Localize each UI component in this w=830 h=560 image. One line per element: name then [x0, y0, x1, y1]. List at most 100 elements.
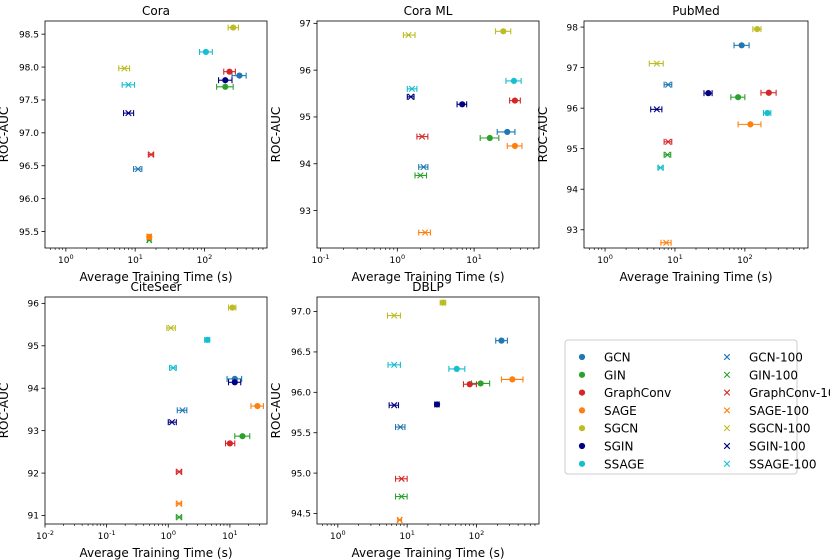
point-sage[interactable] — [500, 376, 524, 383]
legend-item-graphconv-100[interactable]: GraphConv-100 — [723, 386, 830, 400]
point-graphconv[interactable] — [223, 68, 236, 75]
marker-dot — [204, 336, 211, 343]
y-tick-label: 98 — [567, 23, 579, 33]
point-gcn-100[interactable] — [394, 423, 406, 431]
marker-dot — [226, 68, 233, 75]
point-sgin[interactable] — [456, 101, 468, 108]
legend-item-sgin-100[interactable]: SGIN-100 — [723, 440, 806, 454]
marker-cross — [134, 165, 142, 173]
point-gin[interactable] — [234, 433, 251, 440]
point-gin[interactable] — [216, 83, 234, 90]
point-sage-100[interactable] — [418, 229, 431, 236]
point-sage-100[interactable] — [146, 233, 153, 241]
point-sgin[interactable] — [433, 401, 441, 408]
point-gin-100[interactable] — [175, 514, 183, 521]
point-graphconv[interactable] — [224, 440, 236, 447]
point-gcn[interactable] — [733, 42, 750, 49]
legend-item-ssage[interactable]: SSAGE — [578, 457, 644, 471]
legend-item-sgcn[interactable]: SGCN — [578, 422, 638, 436]
point-ssage-100[interactable] — [121, 81, 136, 89]
point-ssage[interactable] — [204, 336, 211, 343]
marker-cross — [390, 361, 398, 369]
point-gin-100[interactable] — [414, 172, 428, 179]
legend-item-graphconv[interactable]: GraphConv — [578, 386, 671, 400]
point-sgcn[interactable] — [439, 299, 447, 306]
point-sgin[interactable] — [227, 379, 242, 386]
point-gcn-100[interactable] — [133, 165, 143, 173]
point-gcn-100[interactable] — [176, 407, 188, 414]
x-tick-label-exponent: -1 — [323, 253, 329, 261]
point-sgin[interactable] — [703, 90, 713, 97]
legend-item-gin-100[interactable]: GIN-100 — [723, 368, 798, 382]
legend-item-gcn-100[interactable]: GCN-100 — [723, 351, 803, 365]
point-sage[interactable] — [506, 142, 523, 150]
legend-item-sage[interactable]: SAGE — [578, 404, 637, 418]
x-tick-label-base: 10 — [36, 532, 48, 542]
marker-cross — [420, 163, 427, 171]
x-tick-label-base: 10 — [58, 256, 70, 266]
point-gin[interactable] — [730, 94, 746, 101]
point-sgcn-100[interactable] — [402, 31, 416, 39]
point-sgcn[interactable] — [494, 28, 512, 35]
point-ssage[interactable] — [762, 109, 772, 117]
marker-dot — [754, 26, 761, 33]
point-gcn[interactable] — [496, 128, 516, 136]
point-graphconv-100[interactable] — [147, 151, 155, 158]
legend-item-sage-100[interactable]: SAGE-100 — [723, 404, 809, 418]
legend-marker-cross — [723, 425, 731, 432]
point-sgin-100[interactable] — [650, 106, 663, 113]
plot-frame — [44, 296, 268, 525]
point-sgcn[interactable] — [227, 304, 237, 311]
point-gin-100[interactable] — [663, 151, 672, 158]
point-gin[interactable] — [479, 134, 500, 142]
point-ssage-100[interactable] — [387, 361, 401, 369]
legend-item-sgcn-100[interactable]: SGCN-100 — [723, 422, 811, 436]
point-sgcn[interactable] — [752, 26, 762, 33]
legend-item-sgin[interactable]: SGIN — [578, 440, 634, 454]
point-gcn-100[interactable] — [663, 81, 673, 88]
point-sage[interactable] — [737, 121, 762, 128]
point-sgin-100[interactable] — [122, 109, 135, 117]
panel-citeseer: 10-2 10-1 100 101919293949596CiteSeerAverag… — [0, 280, 268, 560]
legend-item-gcn[interactable]: GCN — [578, 351, 631, 365]
point-ssage[interactable] — [198, 48, 213, 56]
point-sgcn-100[interactable] — [118, 65, 131, 72]
point-ssage-100[interactable] — [169, 364, 177, 372]
point-sgcn-100[interactable] — [166, 324, 176, 332]
point-graphconv[interactable] — [760, 89, 777, 96]
point-ssage[interactable] — [448, 365, 466, 372]
y-tick-label: 97.0 — [19, 129, 39, 139]
point-sgcn-100[interactable] — [386, 312, 401, 319]
point-graphconv-100[interactable] — [416, 133, 429, 140]
point-sage-100[interactable] — [396, 516, 403, 524]
point-ssage-100[interactable] — [406, 85, 418, 93]
point-graphconv[interactable] — [509, 97, 521, 104]
point-graphconv-100[interactable] — [175, 468, 183, 475]
y-tick-label: 96.0 — [19, 195, 39, 205]
y-axis-label: ROC-AUC — [536, 107, 550, 163]
point-gcn-100[interactable] — [418, 163, 429, 171]
point-sgin[interactable] — [218, 77, 233, 84]
point-sage[interactable] — [250, 402, 264, 410]
point-graphconv[interactable] — [462, 381, 477, 388]
point-sage-100[interactable] — [175, 500, 183, 507]
point-sage-100[interactable] — [660, 239, 672, 246]
point-graphconv-100[interactable] — [394, 475, 408, 482]
marker-dot — [202, 48, 209, 56]
point-ssage-100[interactable] — [657, 164, 664, 171]
legend-item-gin[interactable]: GIN — [578, 368, 626, 382]
point-gcn[interactable] — [231, 72, 247, 79]
legend-item-ssage-100[interactable]: SSAGE-100 — [723, 457, 817, 471]
point-ssage[interactable] — [505, 77, 522, 85]
point-sgcn-100[interactable] — [648, 60, 664, 67]
point-gcn[interactable] — [495, 337, 508, 344]
point-sgin-100[interactable] — [388, 402, 400, 409]
point-graphconv-100[interactable] — [663, 138, 673, 145]
point-gin[interactable] — [470, 380, 491, 387]
point-gin-100[interactable] — [394, 493, 408, 500]
point-sgin-100[interactable] — [167, 418, 177, 426]
point-sgin-100[interactable] — [406, 93, 415, 101]
x-tick-label-base: 10 — [469, 532, 481, 542]
point-sgcn[interactable] — [227, 24, 240, 31]
